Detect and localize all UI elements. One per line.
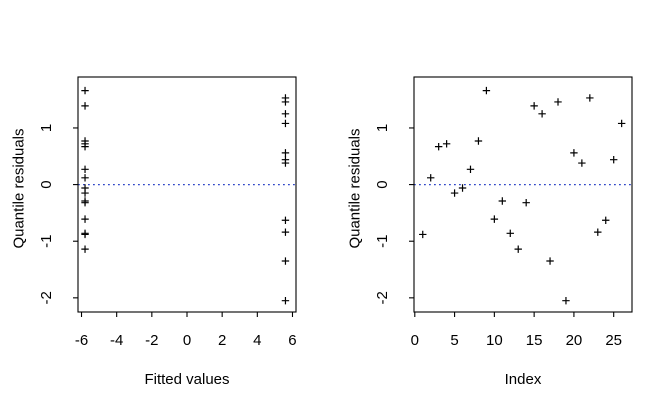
x-axis-title: Fitted values [144,371,230,388]
x-tick-label: 25 [605,332,622,349]
data-point-marker [281,149,290,157]
data-point-marker [419,230,427,239]
x-tick-label: 10 [486,332,503,349]
data-point-marker [514,245,522,253]
data-point-marker [81,102,89,110]
data-point-marker [538,110,546,118]
data-point-marker [81,245,89,253]
data-point-marker [281,110,290,118]
data-point-marker [442,140,451,148]
plot-box [413,76,633,313]
x-tick-label: 6 [288,332,296,349]
data-points [419,86,626,305]
y-tick-label: -1 [374,235,391,248]
x-tick-label: -2 [145,332,158,349]
x-tick-label: 0 [183,332,191,349]
data-point-marker [482,86,491,95]
data-point-marker [466,165,475,174]
data-point-marker [546,257,554,265]
scatter-plot-index: 0 5 10 15 20 25 -2 -1 0 1 [374,76,633,349]
y-tick-label: -2 [38,291,55,304]
data-point-marker [610,155,618,164]
data-point-marker [586,94,594,102]
y-tick-label: 1 [38,124,55,132]
x-tick-label: 0 [411,332,419,349]
data-point-marker [506,229,514,237]
panel-fitted-values: -6 -4 -2 0 2 4 6 -2 -1 0 1 Quantile residuals Fitt… [10,76,297,388]
data-point-marker [602,216,610,224]
data-point-marker [427,174,435,182]
data-point-marker [81,199,89,207]
x-tick-label: 5 [450,332,458,349]
y-tick-label: -1 [38,235,55,248]
data-point-marker [281,296,290,305]
data-point-marker [81,229,89,237]
plot-box [77,76,297,313]
x-tick-label: 20 [566,332,583,349]
x-axis-title: Index [504,371,542,388]
data-point-marker [281,228,290,236]
panel-index: 0 5 10 15 20 25 -2 -1 0 1 Quantile residuals Inde… [336,0,672,409]
x-tick-label: 4 [253,332,261,349]
data-point-marker [522,199,530,207]
y-tick-label: 0 [38,180,55,188]
y-axis: -2 -1 0 1 [374,124,414,305]
data-point-marker [594,228,602,236]
x-tick-label: 2 [218,332,226,349]
data-point-marker [281,94,290,102]
data-point-marker [490,215,499,223]
data-point-marker [81,86,89,95]
data-point-marker [81,137,89,145]
data-point-marker [458,184,467,192]
data-point-marker [281,155,290,164]
data-point-marker [81,174,89,182]
data-point-marker [474,137,483,145]
scatter-plot-fitted-values: -6 -4 -2 0 2 4 6 -2 -1 0 1 [38,76,297,349]
data-point-marker [81,165,89,174]
data-point-marker [81,215,89,223]
data-points [81,86,290,305]
data-point-marker [281,257,290,265]
y-axis-title: Quantile residuals [346,128,364,249]
y-tick-label: -2 [374,291,391,304]
data-point-marker [530,102,538,110]
y-tick-label: 1 [374,124,391,132]
data-point-marker [434,142,443,151]
data-point-marker [578,159,586,167]
data-point-marker [498,197,507,205]
data-point-marker [617,119,626,128]
y-axis-title: Quantile residuals [10,128,28,249]
data-point-marker [562,296,570,305]
x-tick-label: 15 [526,332,543,349]
y-axis: -2 -1 0 1 [38,124,78,305]
data-point-marker [81,184,89,192]
x-tick-label: -6 [75,332,88,349]
y-tick-label: 0 [374,180,391,188]
x-tick-label: -4 [110,332,123,349]
x-axis: 0 5 10 15 20 25 [411,312,622,349]
data-point-marker [281,119,290,128]
data-point-marker [554,98,562,106]
data-point-marker [450,189,459,197]
x-axis: -6 -4 -2 0 2 4 6 [75,312,297,349]
data-point-marker [570,149,578,157]
data-point-marker [281,216,290,224]
